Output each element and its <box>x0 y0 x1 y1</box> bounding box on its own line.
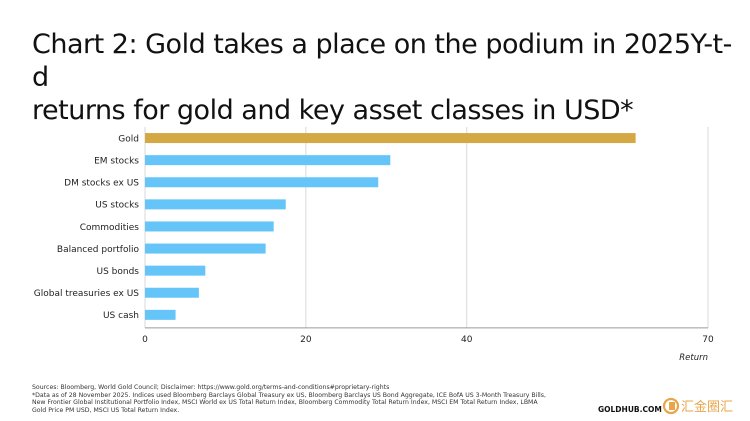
bar-dm-stocks-ex-us <box>145 177 379 188</box>
x-tick-label: 40 <box>461 335 473 345</box>
bar-global-treasuries-ex-us <box>145 287 199 298</box>
x-tick-label: 70 <box>702 335 714 345</box>
bar-us-bonds <box>145 265 206 276</box>
bar-chart: Gold EM stocks DM stocks ex US US stocks Com… <box>34 127 714 363</box>
x-tick-label: 0 <box>142 335 148 345</box>
category-label: US stocks <box>95 201 139 211</box>
category-label: Global treasuries ex US <box>34 289 139 299</box>
category-label: Gold <box>118 134 139 144</box>
watermark-text: 汇金圈汇 <box>681 399 733 415</box>
bar-gold <box>145 133 636 144</box>
category-label: US cash <box>103 311 139 321</box>
title-line-1: Chart 2: Gold takes a place on the podiu… <box>32 29 732 93</box>
title-line-2: returns for gold and key asset classes i… <box>32 95 634 126</box>
category-label: Commodities <box>80 223 140 233</box>
category-label: US bonds <box>97 267 140 277</box>
category-label: DM stocks ex US <box>64 179 139 189</box>
sources-note: Sources: Bloomberg, World Gold Council; … <box>32 384 390 391</box>
category-label: Balanced portfolio <box>57 245 140 255</box>
brand-label: GOLDHUB.COM <box>598 405 662 414</box>
watermark-logo: 汇金圈汇 <box>662 397 733 415</box>
bar-balanced-portfolio <box>145 243 266 254</box>
chart-title: Chart 2: Gold takes a place on the podiu… <box>32 28 732 127</box>
x-tick-label: 20 <box>300 335 312 345</box>
bar-us-cash <box>145 309 176 320</box>
footnotes: Sources: Bloomberg, World Gold Council; … <box>32 384 552 414</box>
x-axis-title: Return <box>679 353 708 363</box>
data-note: *Data as of 28 November 2025. Indices us… <box>32 391 546 414</box>
bar-us-stocks <box>145 199 286 210</box>
bar-commodities <box>145 221 274 232</box>
category-label: EM stocks <box>94 156 139 166</box>
bar-em-stocks <box>145 155 391 166</box>
